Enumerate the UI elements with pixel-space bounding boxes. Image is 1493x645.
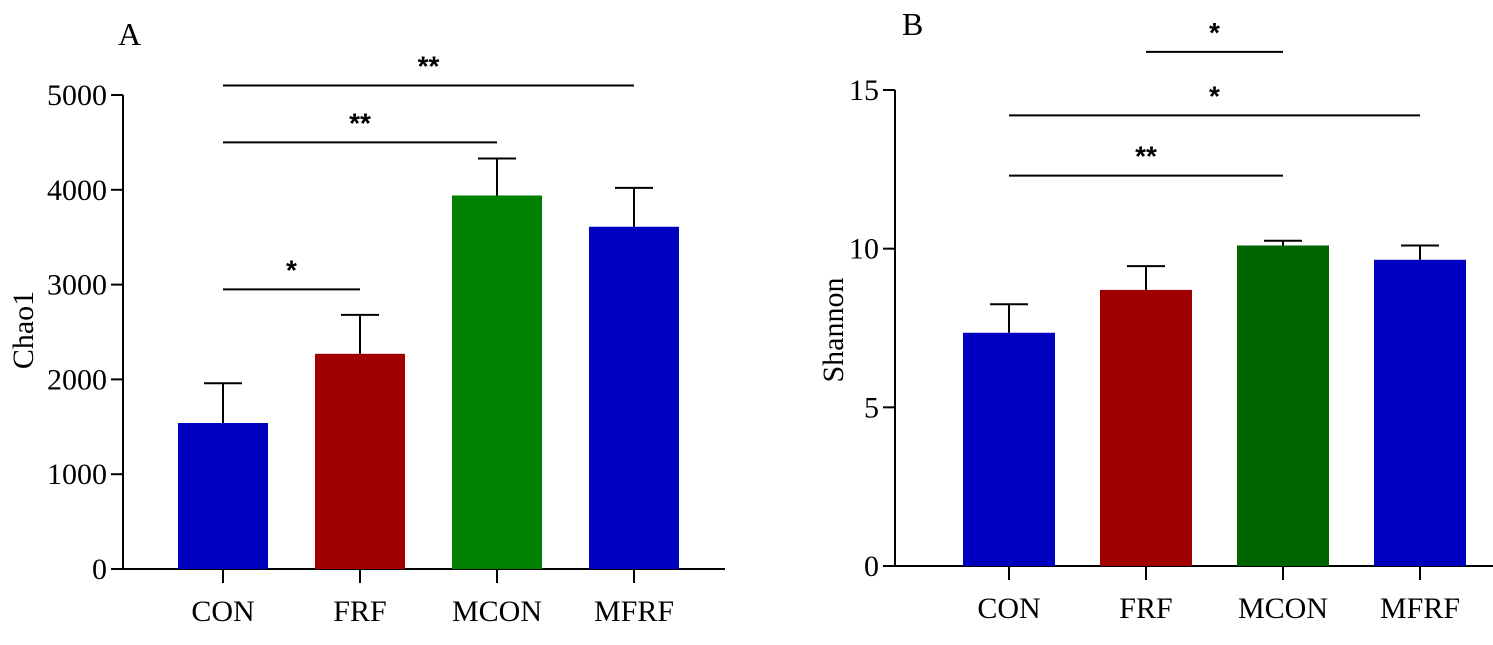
- significance-label: **: [1135, 141, 1157, 172]
- bar: [452, 195, 542, 569]
- y-tick-label: 0: [92, 553, 107, 586]
- panel-label: B: [902, 6, 923, 42]
- bar: [1374, 259, 1466, 566]
- y-axis-title: Chao1: [7, 291, 40, 369]
- y-tick-label: 15: [849, 74, 879, 107]
- bar: [315, 353, 405, 569]
- y-tick-label: 5: [864, 391, 879, 424]
- bar: [963, 332, 1055, 566]
- bar: [1237, 245, 1329, 566]
- y-tick-label: 2000: [47, 363, 107, 396]
- bar: [178, 423, 268, 569]
- significance-label: **: [418, 51, 440, 82]
- bar: [589, 226, 679, 569]
- x-tick-label: MFRF: [594, 595, 674, 628]
- panel-label: A: [118, 16, 141, 52]
- x-tick-label: MFRF: [1380, 592, 1460, 625]
- x-tick-label: FRF: [333, 595, 386, 628]
- y-tick-label: 4000: [47, 174, 107, 207]
- significance-label: *: [1209, 80, 1220, 111]
- significance-label: **: [349, 107, 371, 138]
- x-tick-label: CON: [977, 592, 1040, 625]
- y-tick-label: 3000: [47, 269, 107, 302]
- y-tick-label: 10: [849, 233, 879, 266]
- x-tick-label: FRF: [1119, 592, 1172, 625]
- y-tick-label: 1000: [47, 458, 107, 491]
- x-tick-label: CON: [191, 595, 254, 628]
- significance-label: *: [1209, 17, 1220, 48]
- significance-label: *: [286, 254, 297, 285]
- y-axis-title: Shannon: [817, 278, 850, 383]
- bar: [1100, 289, 1192, 566]
- x-tick-label: MCON: [1238, 592, 1328, 625]
- y-tick-label: 5000: [47, 79, 107, 112]
- panel-a: A Chao1 0 1000 2000 3000 4000 5000 CON FRF MCON M…: [7, 16, 725, 628]
- x-tick-label: MCON: [452, 595, 542, 628]
- y-tick-label: 0: [864, 550, 879, 583]
